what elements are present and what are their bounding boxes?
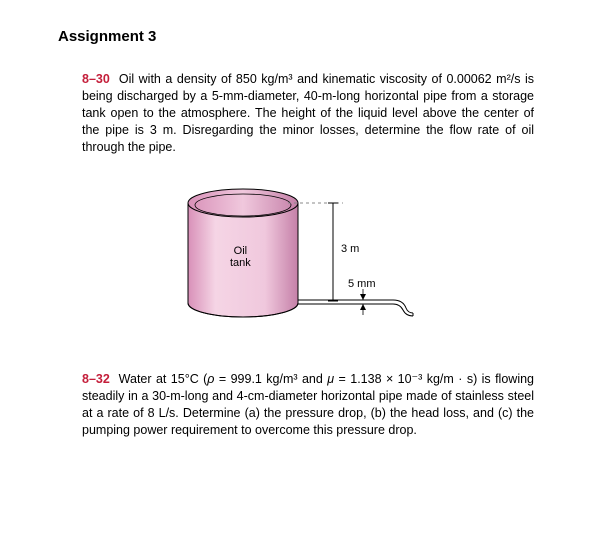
- tank-label: Oiltank: [230, 245, 251, 269]
- height-label: 3 m: [341, 243, 359, 255]
- problem-text: Water at 15°C (ρ = 999.1 kg/m³ and μ = 1…: [82, 372, 534, 437]
- problem-number: 8–30: [82, 72, 110, 86]
- pipe-label: 5 mm: [348, 278, 376, 290]
- problem-text: Oil with a density of 850 kg/m³ and kine…: [82, 72, 534, 154]
- tank-svg: [178, 173, 458, 353]
- tank-figure: Oiltank 3 m 5 mm: [58, 163, 558, 353]
- page-title: Assignment 3: [58, 28, 558, 45]
- problem-number: 8–32: [82, 372, 110, 386]
- problem-8-30: 8–30 Oil with a density of 850 kg/m³ and…: [82, 71, 534, 155]
- problem-8-32: 8–32 Water at 15°C (ρ = 999.1 kg/m³ and …: [82, 371, 534, 439]
